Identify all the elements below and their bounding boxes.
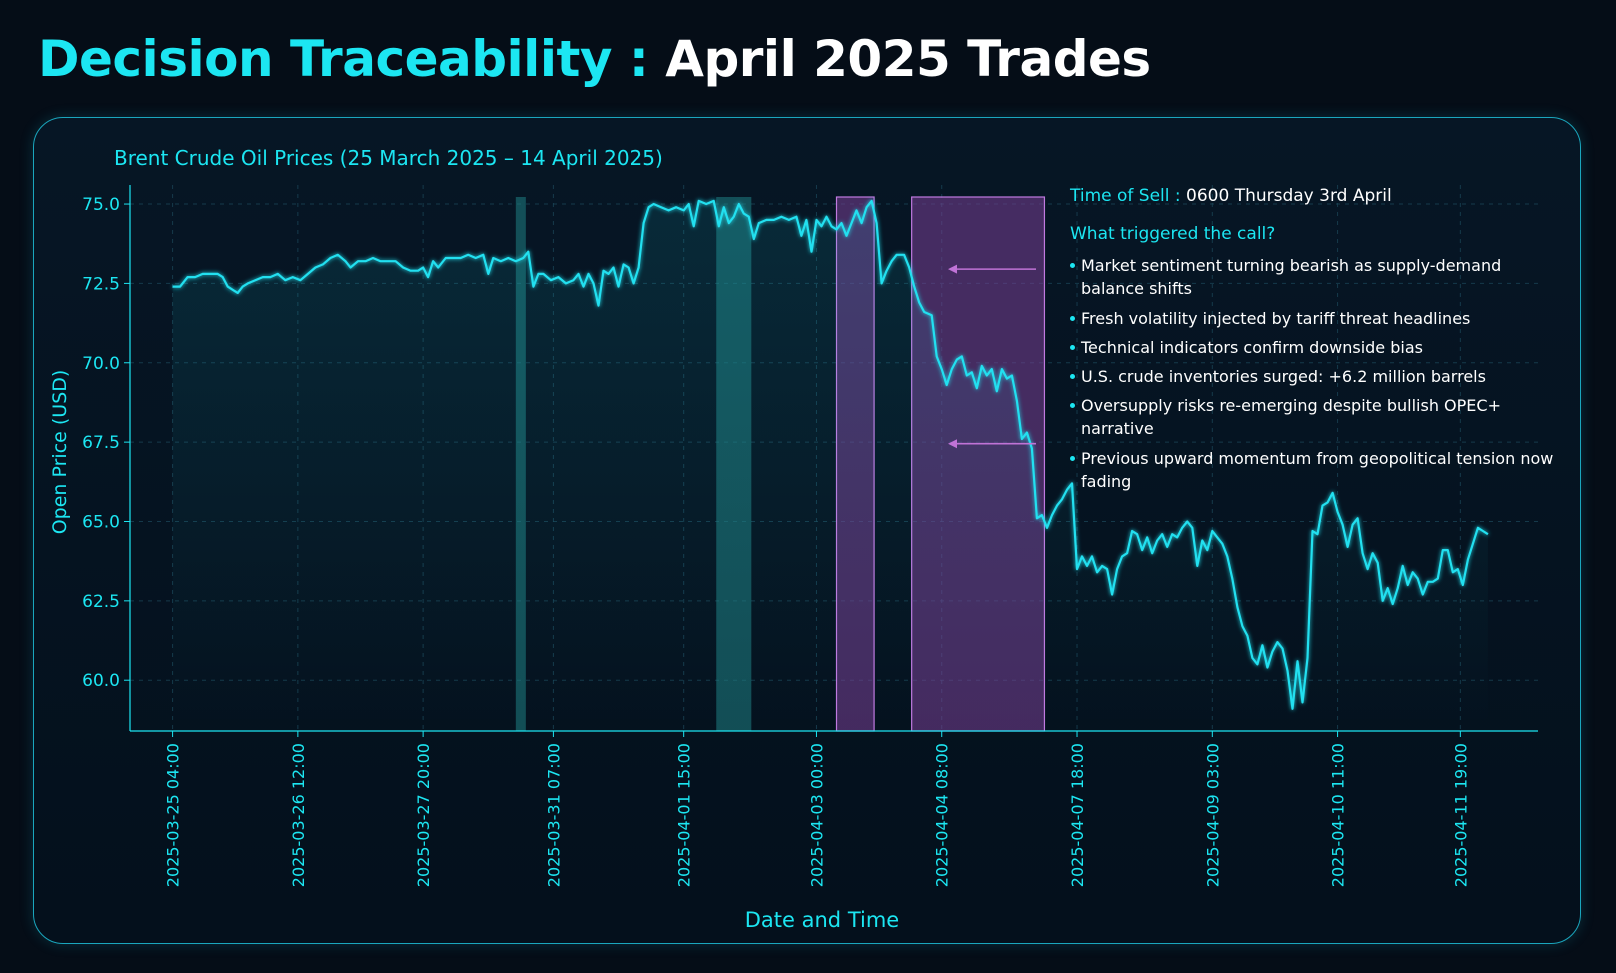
y-axis-label: Open Price (USD) (49, 370, 71, 535)
y-tick-label: 72.5 (82, 274, 120, 294)
x-tick-label: 2025-03-25 04:00 (164, 743, 183, 887)
page-title: Decision Traceability : April 2025 Trade… (38, 30, 1151, 88)
list-item: U.S. crude inventories surged: +6.2 mill… (1070, 365, 1560, 388)
chart-title: Brent Crude Oil Prices (25 March 2025 – … (114, 146, 663, 170)
list-item: Previous upward momentum from geopolitic… (1070, 447, 1560, 493)
x-tick-label: 2025-03-27 20:00 (414, 743, 433, 887)
x-tick-label: 2025-04-01 15:00 (675, 743, 694, 887)
price-area (172, 200, 1488, 731)
time-of-sell-label: Time of Sell : (1070, 186, 1181, 206)
time-of-sell: Time of Sell : 0600 Thursday 3rd April (1070, 184, 1560, 209)
x-tick-label: 2025-04-11 19:00 (1451, 743, 1470, 887)
sell-annotation: Time of Sell : 0600 Thursday 3rd April W… (1070, 184, 1560, 499)
arrow-head-icon (948, 264, 957, 274)
list-item: Technical indicators confirm downside bi… (1070, 336, 1560, 359)
y-tick-label: 65.0 (82, 512, 120, 532)
x-axis-label: Date and Time (745, 908, 899, 932)
y-tick-label: 67.5 (82, 433, 120, 453)
x-tick-label: 2025-04-04 08:00 (933, 743, 952, 887)
list-item: Fresh volatility injected by tariff thre… (1070, 307, 1560, 330)
time-of-sell-value: 0600 Thursday 3rd April (1186, 186, 1392, 206)
title-rest: April 2025 Trades (665, 30, 1151, 88)
list-item: Market sentiment turning bearish as supp… (1070, 254, 1560, 300)
x-tick-label: 2025-04-09 03:00 (1203, 743, 1222, 887)
x-tick-label: 2025-03-31 07:00 (544, 743, 563, 887)
y-tick-label: 60.0 (82, 671, 120, 691)
arrow-head-icon (948, 439, 957, 449)
y-tick-label: 62.5 (82, 592, 120, 612)
y-tick-label: 70.0 (82, 354, 120, 374)
x-tick-label: 2025-04-10 11:00 (1329, 743, 1348, 887)
trigger-question: What triggered the call? (1070, 223, 1276, 244)
trigger-list: Market sentiment turning bearish as supp… (1070, 254, 1560, 493)
title-accent: Decision Traceability : (38, 30, 649, 88)
x-tick-label: 2025-03-26 12:00 (289, 743, 308, 887)
x-tick-label: 2025-04-07 18:00 (1068, 743, 1087, 887)
price-line (172, 199, 1489, 710)
list-item: Oversupply risks re-emerging despite bul… (1070, 394, 1560, 440)
x-tick-label: 2025-04-03 00:00 (807, 743, 826, 887)
y-tick-label: 75.0 (82, 195, 120, 215)
